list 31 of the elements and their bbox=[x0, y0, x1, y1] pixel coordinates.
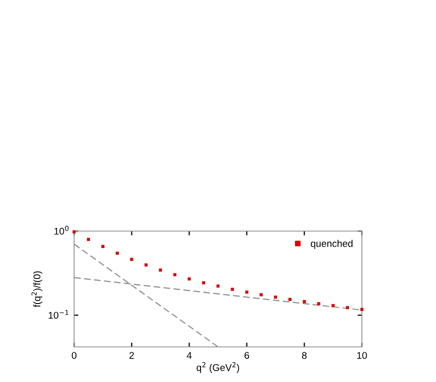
point bbox=[101, 244, 104, 248]
point bbox=[130, 258, 134, 261]
point bbox=[274, 296, 278, 299]
point bbox=[202, 281, 206, 284]
point bbox=[260, 293, 263, 296]
point bbox=[173, 273, 176, 276]
point bbox=[245, 290, 248, 294]
point bbox=[116, 252, 119, 255]
x-tick-label: 4 bbox=[186, 352, 192, 359]
y-axis-title: f(q$^{2}$)/f(0) bbox=[32, 271, 42, 308]
point bbox=[144, 263, 148, 266]
x-tick-label: 10 bbox=[357, 352, 367, 359]
point bbox=[188, 277, 191, 280]
y-tick-label: 10$^{−1}$ bbox=[48, 310, 68, 319]
point bbox=[158, 268, 162, 272]
x-tick-label: 0 bbox=[72, 352, 76, 359]
x-axis-title: q$^{2}$ (GeV$^{2}$) bbox=[196, 362, 240, 373]
point bbox=[216, 284, 220, 288]
point bbox=[332, 304, 335, 308]
x-tick-label: 6 bbox=[244, 352, 250, 359]
x-tick-label: 2 bbox=[129, 352, 134, 359]
point bbox=[86, 238, 90, 241]
point bbox=[288, 298, 292, 301]
point bbox=[317, 302, 320, 306]
y-tick-label: 10$^{0}$ bbox=[54, 226, 68, 235]
point bbox=[360, 308, 364, 312]
point bbox=[230, 288, 234, 291]
point bbox=[346, 306, 350, 310]
legend-label: quenched bbox=[310, 240, 353, 249]
x-tick-label: 8 bbox=[302, 352, 307, 359]
point bbox=[302, 300, 306, 304]
